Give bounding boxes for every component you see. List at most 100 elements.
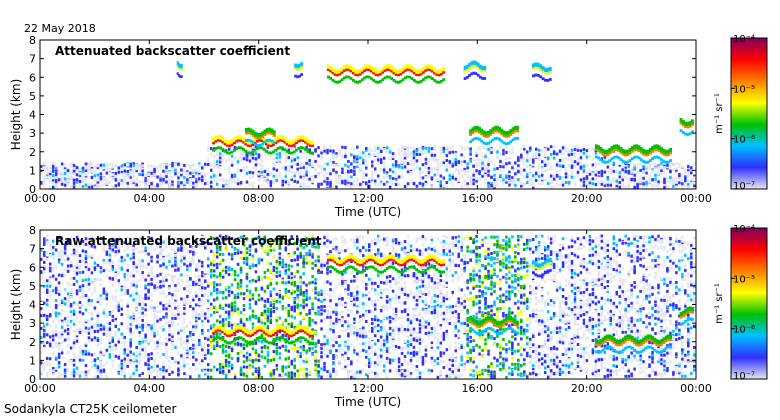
heatmap-cell — [573, 152, 577, 156]
cloud-layer-core — [419, 73, 423, 76]
cloud-layer-core — [646, 153, 650, 157]
heatmap-cell — [457, 162, 460, 166]
cloud-layer-fringe — [597, 145, 600, 152]
cloud-layer-core — [331, 72, 335, 75]
heatmap-cell — [621, 175, 624, 179]
heatmap-cell — [108, 253, 112, 257]
heatmap-cell — [168, 301, 171, 305]
heatmap-cell — [87, 288, 91, 292]
heatmap-cell — [69, 359, 73, 363]
heatmap-cell — [144, 303, 147, 307]
heatmap-cell — [627, 183, 630, 187]
heatmap-cell — [552, 146, 556, 150]
heatmap-cell — [180, 344, 183, 348]
heatmap-cell — [546, 163, 550, 167]
heatmap-cell — [192, 329, 195, 333]
heatmap-cell — [687, 168, 690, 172]
heatmap-cell — [248, 302, 252, 306]
cloud-layer-core — [216, 139, 220, 142]
heatmap-cell — [105, 329, 109, 333]
heatmap-cell — [681, 165, 684, 169]
heatmap-cell — [201, 289, 204, 293]
heatmap-cell — [144, 350, 147, 354]
heatmap-cell — [51, 338, 55, 342]
heatmap-cell — [102, 241, 106, 245]
heatmap-cell — [45, 288, 49, 292]
heatmap-cell — [42, 167, 46, 171]
heatmap-cell — [57, 289, 61, 293]
heatmap-cell — [63, 168, 67, 172]
heatmap-cell — [72, 341, 76, 345]
heatmap-cell — [215, 245, 219, 249]
heatmap-cell — [168, 260, 171, 264]
heatmap-cell — [135, 296, 138, 300]
heatmap-cell — [192, 185, 195, 189]
heatmap-cell — [263, 309, 267, 313]
heatmap-cell — [108, 168, 112, 172]
heatmap-cell — [206, 242, 210, 246]
heatmap-cell — [224, 234, 228, 238]
heatmap-cell — [117, 366, 121, 370]
heatmap-cell — [66, 257, 70, 261]
heatmap-cell — [204, 246, 207, 250]
heatmap-cell — [487, 169, 490, 173]
heatmap-cell — [174, 265, 177, 269]
heatmap-cell — [236, 351, 240, 355]
heatmap-cell — [42, 334, 46, 338]
heatmap-cell — [105, 274, 109, 278]
heatmap-cell — [424, 157, 428, 161]
heatmap-cell — [612, 176, 616, 180]
cloud-layer-base — [657, 156, 661, 160]
heatmap-cell — [84, 370, 88, 374]
heatmap-cell — [227, 170, 231, 174]
heatmap-cell — [204, 174, 207, 178]
heatmap-cell — [260, 166, 264, 170]
heatmap-cell — [218, 371, 222, 375]
heatmap-cell — [224, 248, 228, 252]
heatmap-cell — [540, 182, 544, 186]
heatmap-cell — [523, 175, 526, 179]
heatmap-cell — [338, 178, 341, 182]
cloud-layer-base — [219, 146, 222, 150]
heatmap-cell — [633, 173, 636, 177]
heatmap-cell — [615, 184, 618, 188]
heatmap-cell — [126, 364, 129, 368]
heatmap-cell — [174, 274, 177, 278]
heatmap-cell — [302, 182, 305, 186]
heatmap-cell — [639, 168, 642, 172]
heatmap-cell — [537, 153, 541, 157]
heatmap-cell — [183, 287, 186, 291]
heatmap-cell — [72, 352, 76, 356]
heatmap-cell — [290, 170, 293, 174]
heatmap-cell — [370, 178, 374, 182]
heatmap-cell — [251, 175, 255, 179]
heatmap-cell — [391, 163, 395, 167]
cloud-layer-base — [260, 146, 264, 150]
heatmap-cell — [150, 371, 153, 375]
heatmap-cell — [153, 315, 156, 319]
heatmap-cell — [645, 180, 648, 184]
heatmap-cell — [45, 372, 49, 376]
heatmap-cell — [108, 319, 112, 323]
heatmap-cell — [156, 165, 159, 169]
heatmap-cell — [96, 311, 100, 315]
heatmap-cell — [579, 149, 583, 153]
heatmap-cell — [102, 327, 106, 331]
heatmap-cell — [57, 312, 61, 316]
heatmap-cell — [564, 157, 568, 161]
heatmap-cell — [242, 257, 246, 261]
heatmap-cell — [317, 185, 320, 189]
heatmap-cell — [296, 171, 299, 175]
heatmap-cell — [42, 367, 46, 371]
heatmap-cell — [189, 183, 192, 187]
heatmap-cell — [96, 343, 100, 347]
heatmap-cell — [493, 148, 496, 152]
heatmap-cell — [421, 163, 425, 167]
cloud-layer-base — [242, 148, 245, 151]
cloud-layer-fringe — [482, 130, 486, 137]
heatmap-cell — [242, 234, 246, 238]
heatmap-cell — [475, 172, 478, 176]
heatmap-cell — [362, 181, 365, 185]
heatmap-cell — [102, 330, 106, 334]
heatmap-cell — [251, 185, 255, 189]
